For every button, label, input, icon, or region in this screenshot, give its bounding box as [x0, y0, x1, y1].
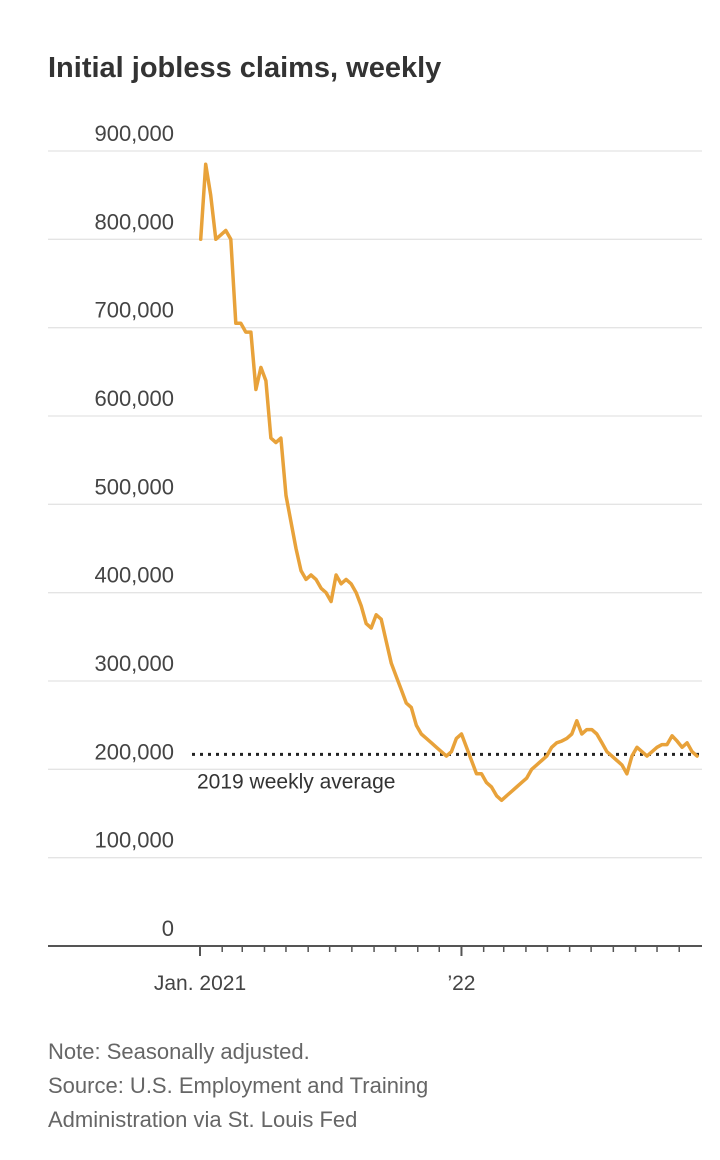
source-line-1: Source: U.S. Employment and Training [48, 1073, 429, 1098]
jobless-claims-chart: 0 100,000 200,000 300,000 400,000 500,000 600,… [48, 121, 702, 995]
gridlines [48, 150, 702, 859]
y-tick-label: 600,000 [94, 386, 174, 411]
average-reference-label: 2019 weekly average [197, 770, 395, 793]
y-tick-labels: 0 100,000 200,000 300,000 400,000 500,000 600,… [94, 121, 174, 941]
y-tick-label: 500,000 [94, 474, 174, 499]
chart-title: Initial jobless claims, weekly [48, 52, 442, 84]
x-tick-label: Jan. 2021 [154, 972, 246, 995]
source-line-2: Administration via St. Louis Fed [48, 1107, 358, 1132]
y-tick-label: 300,000 [94, 651, 174, 676]
x-tick-labels: Jan. 2021 ’22 [154, 972, 476, 995]
y-tick-label: 0 [162, 916, 174, 941]
x-tick-label: ’22 [447, 972, 475, 995]
y-tick-label: 700,000 [94, 298, 174, 323]
y-tick-label: 400,000 [94, 563, 174, 588]
y-tick-label: 200,000 [94, 739, 174, 764]
x-tick-marks [199, 946, 680, 956]
chart-notes: Note: Seasonally adjusted. Source: U.S. … [48, 1035, 428, 1137]
jobless-claims-line [198, 162, 699, 803]
y-tick-label: 800,000 [94, 209, 174, 234]
note-text: Note: Seasonally adjusted. [48, 1039, 310, 1064]
y-tick-label: 900,000 [94, 121, 174, 146]
series-layer [198, 162, 699, 803]
y-tick-label: 100,000 [94, 828, 174, 853]
annotations: 2019 weekly average [192, 752, 702, 793]
